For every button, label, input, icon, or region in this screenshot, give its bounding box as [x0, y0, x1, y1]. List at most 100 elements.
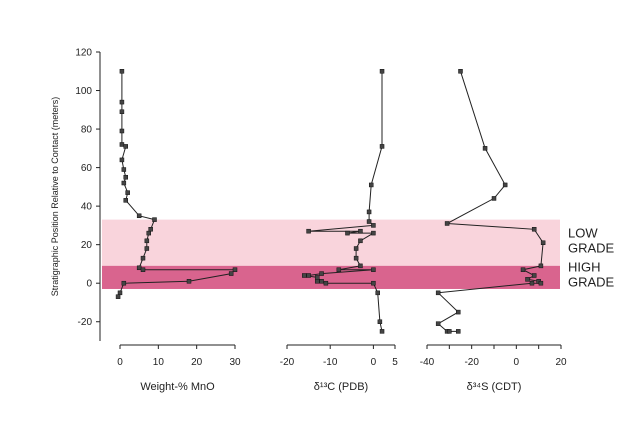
band-label: LOW — [568, 226, 598, 241]
data-point — [491, 196, 497, 201]
data-point — [531, 227, 537, 232]
x-tick-label: 0 — [117, 357, 123, 368]
band-label: GRADE — [568, 274, 615, 289]
data-point — [136, 265, 142, 271]
data-point — [140, 267, 146, 272]
data-point — [368, 182, 374, 188]
data-point — [306, 228, 311, 234]
data-point — [371, 230, 376, 236]
data-point — [358, 228, 363, 234]
data-point — [540, 240, 546, 245]
x-axis-label: δ¹³C (PDB) — [314, 381, 368, 393]
x-tick-label: -20 — [464, 357, 479, 368]
data-point — [525, 277, 530, 282]
data-point — [125, 190, 130, 195]
y-axis-ticks: -20 0 20 40 60 80 100 120 — [75, 48, 100, 328]
data-point — [377, 319, 383, 324]
data-point — [302, 273, 307, 278]
data-point — [148, 227, 153, 232]
x-tick-label: 0 — [371, 357, 377, 368]
x-tick-label: 10 — [153, 357, 165, 368]
x-axis-label: Weight-% MnO — [140, 381, 215, 393]
y-tick-label: -20 — [78, 317, 93, 328]
panel-3: -40 -20 0 20 δ³⁴S (CDT) — [420, 69, 567, 393]
x-tick-label: -10 — [323, 357, 338, 368]
data-point — [529, 280, 535, 286]
data-point — [144, 246, 150, 251]
data-point — [119, 69, 125, 74]
data-point — [144, 238, 150, 244]
data-point — [435, 290, 441, 296]
data-point — [314, 279, 320, 284]
data-point — [123, 174, 128, 180]
panel-2: -20 -10 0 5 δ¹³C (PDB) — [280, 69, 398, 393]
y-tick-label: 40 — [81, 202, 93, 213]
data-point — [121, 167, 127, 172]
data-point — [538, 280, 544, 286]
data-point — [531, 273, 537, 278]
data-point — [119, 142, 125, 147]
series-line — [437, 71, 544, 332]
x-tick-label: 30 — [229, 357, 241, 368]
y-axis-label: Stratigraphic Position Relative to Conta… — [50, 97, 60, 297]
data-point — [136, 213, 142, 219]
data-point — [319, 279, 324, 284]
data-point — [371, 280, 376, 286]
y-tick-label: 0 — [86, 279, 92, 290]
data-point — [444, 221, 450, 226]
data-point — [366, 209, 372, 215]
x-tick-label: 20 — [191, 357, 203, 368]
x-tick-label: 5 — [392, 357, 398, 368]
data-point — [371, 267, 376, 272]
data-point — [314, 275, 320, 280]
data-point — [121, 180, 127, 186]
data-point — [345, 230, 350, 236]
data-point — [482, 146, 488, 151]
y-tick-label: 80 — [81, 125, 93, 136]
data-point — [353, 246, 359, 251]
data-point — [123, 198, 128, 203]
data-point — [353, 255, 359, 261]
data-point — [121, 280, 127, 286]
data-point — [228, 271, 234, 276]
data-point — [306, 273, 311, 278]
data-point — [358, 263, 363, 269]
data-point — [375, 290, 380, 296]
grade-band — [102, 265, 560, 289]
data-point — [456, 329, 461, 334]
y-axis: -20 0 20 40 60 80 100 120 Stratigraphic Positio… — [50, 48, 101, 341]
data-point — [502, 182, 508, 188]
y-tick-label: 100 — [75, 86, 92, 97]
data-point — [458, 69, 463, 74]
data-point — [447, 329, 452, 334]
data-point — [366, 219, 372, 224]
data-point — [379, 329, 385, 334]
data-point — [152, 217, 157, 222]
data-point — [319, 271, 324, 276]
band-label: HIGH — [568, 259, 601, 274]
data-point — [323, 280, 329, 286]
data-point — [538, 263, 544, 269]
data-point — [456, 309, 461, 315]
y-tick-label: 20 — [81, 240, 93, 251]
data-point — [435, 321, 441, 326]
data-point — [117, 290, 123, 296]
data-point — [123, 144, 128, 149]
grade-bands — [102, 219, 560, 289]
data-point — [379, 144, 385, 149]
panel-1: 0 10 20 30 Weight-% MnO — [115, 69, 241, 393]
x-tick-label: -40 — [420, 357, 435, 368]
data-point — [146, 230, 151, 236]
y-tick-label: 60 — [81, 163, 93, 174]
data-point — [371, 223, 376, 228]
data-point — [119, 157, 125, 163]
x-axis-label: δ³⁴S (CDT) — [467, 381, 522, 393]
panels: 0 10 20 30 Weight-% MnO -20 -10 0 5 δ¹³C (PDB) -40… — [115, 69, 567, 393]
data-point — [520, 267, 526, 272]
data-point — [119, 109, 125, 114]
data-point — [186, 279, 192, 284]
data-point — [140, 255, 146, 261]
x-tick-label: 20 — [555, 357, 567, 368]
